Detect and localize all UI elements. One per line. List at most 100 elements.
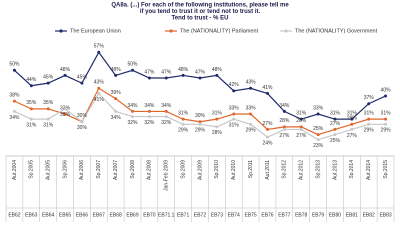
wave-label: EB78	[295, 212, 307, 218]
data-label: 44%	[26, 77, 37, 83]
data-point	[299, 127, 303, 131]
data-label: 27%	[279, 133, 290, 139]
data-label: 31%	[212, 110, 223, 116]
data-label: 27%	[347, 133, 358, 139]
data-point	[316, 112, 320, 116]
legend-marker	[284, 29, 288, 33]
data-label: 32%	[128, 120, 139, 126]
data-point	[249, 122, 253, 126]
wave-label: EB65	[59, 212, 71, 218]
data-point	[299, 125, 303, 129]
wave-label: EB70	[143, 212, 155, 218]
wave-label: EB62	[8, 212, 20, 218]
data-point	[333, 117, 337, 121]
data-label: 31%	[296, 110, 307, 116]
data-label: 31%	[26, 122, 37, 128]
data-point	[29, 117, 33, 121]
data-label: 50%	[128, 62, 139, 68]
data-point	[164, 115, 168, 119]
data-label: 29%	[178, 128, 189, 134]
data-point	[249, 112, 253, 116]
data-point	[131, 68, 135, 72]
x-tick-label: Sp.2010	[214, 160, 220, 179]
x-tick-label: Aut.2006	[79, 160, 85, 180]
legend-label: The European Union	[70, 28, 121, 34]
wave-label: EB73	[211, 212, 223, 218]
data-label: 38%	[9, 92, 20, 98]
chart: QA8a. (...) For each of the following in…	[0, 0, 400, 223]
data-label: 29%	[381, 128, 392, 134]
x-tick-label: Aut.2008	[147, 160, 153, 180]
data-point	[350, 117, 354, 121]
data-label: 29%	[347, 116, 358, 122]
background	[0, 0, 400, 223]
data-label: 35%	[26, 100, 37, 106]
wave-label: EB67	[93, 212, 105, 218]
data-point	[114, 73, 118, 77]
data-point	[333, 127, 337, 131]
data-label: 31%	[364, 110, 375, 116]
legend-label: The (NATIONALITY) Government	[295, 28, 378, 34]
data-point	[46, 117, 50, 121]
data-point	[249, 86, 253, 90]
data-label: 35%	[60, 112, 71, 118]
chart-title: if you tend to trust it or tend not to t…	[140, 9, 261, 15]
wave-label: EB77	[278, 212, 290, 218]
data-label: 29%	[195, 128, 206, 134]
data-point	[333, 133, 337, 137]
data-point	[147, 109, 151, 113]
data-point	[164, 76, 168, 80]
data-point	[198, 122, 202, 126]
data-point	[181, 122, 185, 126]
legend-marker	[169, 29, 173, 33]
data-label: 30%	[77, 113, 88, 119]
data-label: 34%	[279, 103, 290, 109]
data-label: 47%	[195, 69, 206, 75]
data-label: 34%	[111, 115, 122, 121]
data-label: 28%	[296, 118, 307, 124]
x-tick-label: Sp.2009	[180, 160, 186, 179]
data-point	[265, 135, 269, 139]
data-point	[97, 86, 101, 90]
data-point	[63, 107, 67, 111]
data-label: 27%	[262, 121, 273, 127]
data-label: 28%	[279, 118, 290, 124]
data-point	[147, 115, 151, 119]
data-label: 31%	[178, 110, 189, 116]
data-label: 32%	[161, 120, 172, 126]
data-label: 43%	[246, 80, 257, 86]
data-label: 27%	[296, 133, 307, 139]
data-point	[198, 120, 202, 124]
wave-label: EB68	[110, 212, 122, 218]
data-point	[215, 125, 219, 129]
data-point	[63, 73, 67, 77]
data-label: 35%	[43, 100, 54, 106]
data-point	[46, 81, 50, 85]
data-point	[63, 112, 67, 116]
data-point	[232, 112, 236, 116]
data-label: 47%	[144, 69, 155, 75]
data-label: 33%	[313, 105, 324, 111]
data-point	[114, 109, 118, 113]
data-point	[114, 97, 118, 101]
data-point	[367, 122, 371, 126]
x-tick-label: Sp.2005	[29, 160, 35, 179]
data-label: 48%	[60, 67, 71, 73]
data-point	[265, 127, 269, 131]
wave-label: EB81	[346, 212, 358, 218]
data-label: 31%	[229, 122, 240, 128]
data-label: 23%	[313, 143, 324, 149]
x-tick-label: Aut.2005	[46, 160, 52, 180]
data-label: 39%	[111, 90, 122, 96]
data-label: 41%	[262, 85, 273, 91]
chart-title: QA8a. (...) For each of the following in…	[111, 3, 289, 9]
data-point	[367, 117, 371, 121]
data-point	[384, 122, 388, 126]
data-label: 29%	[246, 128, 257, 134]
data-point	[12, 109, 16, 113]
x-tick-label: Sp.2012	[282, 160, 288, 179]
data-label: 31%	[330, 110, 341, 116]
data-point	[215, 73, 219, 77]
data-point	[299, 117, 303, 121]
data-point	[97, 91, 101, 95]
